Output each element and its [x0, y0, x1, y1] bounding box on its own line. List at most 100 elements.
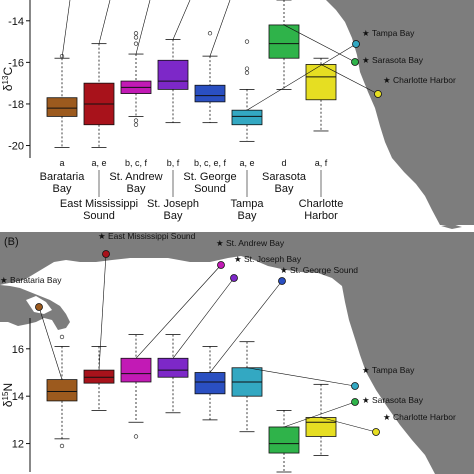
box-tampa-bay: [231, 341, 263, 433]
map-marker-st-joseph-bay: [230, 274, 238, 282]
y-tick-label: -18: [8, 99, 24, 111]
significance-letter: b, c, e, f: [194, 158, 227, 168]
outlier-point: [133, 41, 139, 46]
category-label-st-joseph-bay: St. Joseph: [147, 198, 199, 210]
panel-label: (B): [4, 236, 19, 248]
outlier-point: [133, 35, 139, 40]
panel-a-florida-keys: [441, 224, 462, 229]
panel-a-map: [326, 0, 474, 229]
connector-barataria-bay: [61, 0, 71, 59]
map-marker-st-george-sound: [278, 277, 286, 285]
map-label-st-joseph-bay: ★ St. Joseph Bay: [234, 254, 302, 264]
map-label-sarasota-bay: ★ Sarasota Bay: [362, 55, 424, 65]
box-iqr: [194, 372, 226, 395]
category-label-east-mississippi-sound: Sound: [83, 210, 115, 222]
box-iqr: [305, 64, 337, 101]
y-tick-label: 14: [12, 391, 24, 403]
outlier-point: [133, 118, 139, 123]
outlier-point: [133, 122, 139, 127]
map-marker-tampa-bay: [351, 382, 359, 390]
box-east-mississippi-sound: [83, 43, 115, 149]
category-label-tampa-bay: Bay: [238, 210, 257, 222]
connector-east-mississippi-sound: [98, 253, 107, 371]
map-marker-barataria-bay: [35, 303, 43, 311]
outlier-point: [133, 31, 139, 36]
map-label-east-mississippi-sound: ★ East Mississippi Sound: [98, 231, 196, 241]
connector-tampa-bay: [246, 367, 356, 387]
outlier-point: [244, 39, 250, 44]
category-label-east-mississippi-sound: East Mississippi: [60, 198, 138, 210]
y-tick-label: 16: [12, 344, 24, 356]
map-marker-sarasota-bay: [351, 58, 359, 66]
box-barataria-bay: [46, 53, 78, 149]
category-label-sarasota-bay: Sarasota: [262, 171, 307, 183]
box-iqr: [83, 369, 115, 384]
box-iqr: [46, 97, 78, 117]
y-tick-label: -20: [8, 141, 24, 153]
connector-sarasota-bay: [283, 24, 356, 63]
connector-charlotte-harbor: [320, 64, 379, 95]
y-tick-label: -16: [8, 57, 24, 69]
map-label-charlotte-harbor: ★ Charlotte Harbor: [383, 75, 456, 85]
box-st-andrew-bay: [120, 31, 152, 127]
connector-st-george-sound: [209, 0, 231, 57]
connector-charlotte-harbor: [320, 417, 377, 433]
box-iqr: [231, 109, 263, 126]
box-iqr: [46, 379, 78, 402]
category-label-barataria-bay: Barataria: [40, 171, 86, 183]
significance-letter: d: [281, 158, 286, 168]
significance-letter: b, f: [167, 158, 180, 168]
map-label-tampa-bay: ★ Tampa Bay: [362, 28, 415, 38]
box-iqr: [157, 59, 189, 90]
outlier-point: [59, 334, 65, 340]
connector-st-joseph-bay: [172, 277, 235, 359]
box-iqr: [268, 426, 300, 454]
map-marker-st-andrew-bay: [217, 261, 225, 269]
connector-st-george-sound: [209, 280, 283, 373]
box-iqr: [194, 84, 226, 103]
map-marker-charlotte-harbor: [374, 90, 382, 98]
map-marker-tampa-bay: [352, 40, 360, 48]
significance-letter: a: [59, 158, 64, 168]
panel-a-florida-landmass: [326, 0, 474, 225]
connector-east-mississippi-sound: [98, 0, 111, 44]
category-label-charlotte-harbor: Charlotte: [299, 198, 344, 210]
map-label-st-andrew-bay: ★ St. Andrew Bay: [216, 238, 285, 248]
category-label-sarasota-bay: Bay: [275, 183, 294, 195]
category-label-tampa-bay: Tampa: [230, 198, 264, 210]
y-tick-label: 12: [12, 439, 24, 451]
map-marker-east-mississippi-sound: [102, 250, 110, 258]
category-label-st-joseph-bay: Bay: [164, 210, 183, 222]
panel-b: 12 14 16 δ15N: [1, 318, 337, 473]
category-label-st-george-sound: St. George: [183, 171, 236, 183]
box-iqr: [120, 357, 152, 383]
map-label-charlotte-harbor: ★ Charlotte Harbor: [383, 412, 456, 422]
significance-letter: a, e: [91, 158, 106, 168]
box-st-joseph-bay: [157, 39, 189, 124]
panel-a: -20 -18 -16 -14 δ13C a a, e b, c, f b, f b, c, e,…: [1, 0, 343, 222]
box-st-joseph-bay: [157, 334, 189, 414]
box-sarasota-bay: [268, 409, 300, 473]
y-tick-label: -14: [8, 16, 24, 28]
y-axis-label: δ15N: [1, 383, 15, 407]
box-st-andrew-bay: [120, 334, 152, 439]
significance-letter: a, f: [315, 158, 328, 168]
category-label-barataria-bay: Bay: [53, 183, 72, 195]
outlier-point: [207, 31, 213, 36]
box-charlotte-harbor: [305, 57, 337, 132]
outlier-point: [244, 66, 250, 71]
outlier-point: [133, 434, 139, 439]
outlier-point: [244, 70, 250, 75]
category-label-st-andrew-bay: St. Andrew: [109, 171, 162, 183]
outlier-point: [59, 443, 65, 449]
category-label-st-george-sound: Sound: [194, 183, 226, 195]
map-label-barataria-bay: ★ Barataria Bay: [0, 275, 62, 285]
connector-sarasota-bay: [283, 401, 356, 428]
category-label-charlotte-harbor: Harbor: [304, 210, 338, 222]
connector-tampa-bay: [246, 43, 357, 111]
connector-barataria-bay: [38, 306, 63, 380]
connector-st-andrew-bay: [135, 0, 151, 55]
connector-st-andrew-bay: [135, 264, 222, 359]
map-marker-sarasota-bay: [351, 398, 359, 406]
map-label-st-george-sound: ★ St. George Sound: [280, 265, 358, 275]
